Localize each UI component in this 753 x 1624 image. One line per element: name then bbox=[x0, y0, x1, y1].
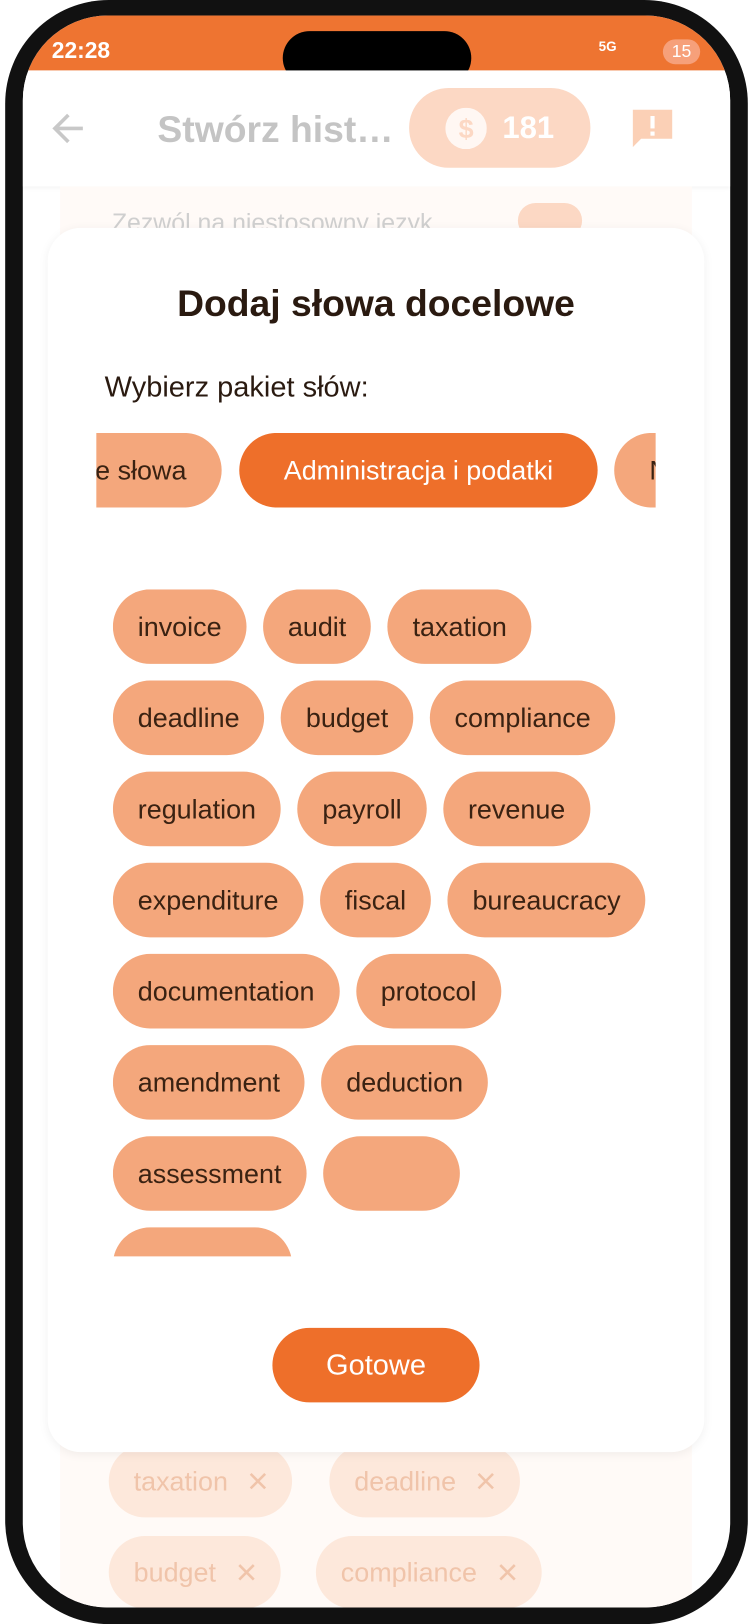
done-button[interactable]: Gotowe bbox=[272, 1327, 480, 1403]
report-icon[interactable] bbox=[631, 108, 675, 149]
remove-icon[interactable] bbox=[498, 1563, 517, 1582]
word-chip[interactable]: expenditure bbox=[112, 862, 304, 938]
word-chip[interactable]: regulation bbox=[112, 771, 281, 847]
word-chip[interactable]: assessment bbox=[112, 1136, 307, 1211]
word-chip[interactable]: payroll bbox=[297, 771, 427, 847]
remove-icon[interactable] bbox=[477, 1472, 496, 1491]
word-list: invoice audit taxation deadline budget compli… bbox=[112, 589, 654, 1257]
selected-word: deadline bbox=[354, 1465, 457, 1497]
word-chip[interactable]: budget bbox=[281, 680, 414, 756]
package-label: N bbox=[649, 454, 655, 486]
word-chip[interactable]: fiscal bbox=[319, 862, 432, 938]
time: 22:28 bbox=[51, 37, 111, 64]
package-chip[interactable]: N bbox=[614, 432, 656, 508]
top-bar: Stwórz hist… $ 181 bbox=[22, 70, 731, 187]
prompt: Wybierz pakiet słów: bbox=[104, 370, 369, 403]
selected-word: budget bbox=[133, 1556, 216, 1588]
word-chip[interactable]: protocol bbox=[355, 953, 502, 1029]
dialog-title: Dodaj słowa docelowe bbox=[177, 281, 575, 325]
word-chip[interactable]: documentation bbox=[112, 953, 340, 1029]
coin-count: 181 bbox=[502, 110, 555, 146]
word-chip[interactable]: taxation bbox=[387, 589, 532, 664]
word-chip[interactable]: deadline bbox=[112, 680, 265, 756]
word-chip-cut bbox=[112, 1227, 293, 1257]
package-label: e słowa bbox=[96, 454, 187, 486]
package-chip[interactable]: e słowa bbox=[96, 432, 222, 508]
back-icon[interactable] bbox=[50, 110, 87, 147]
word-chip[interactable]: compliance bbox=[429, 680, 616, 756]
word-chip[interactable]: invoice bbox=[112, 589, 247, 664]
coin-badge[interactable]: $ 181 bbox=[409, 88, 591, 168]
selected-word: compliance bbox=[340, 1556, 477, 1588]
selected-chip[interactable]: deadline bbox=[329, 1444, 521, 1518]
remove-icon[interactable] bbox=[237, 1563, 256, 1582]
word-chip[interactable]: bureaucracy bbox=[447, 862, 646, 938]
battery: 15 bbox=[662, 39, 701, 65]
package-label: Administracja i podatki bbox=[283, 454, 554, 486]
selected-word: taxation bbox=[133, 1465, 228, 1497]
status-bar: 22:28 5G 15 bbox=[22, 15, 731, 85]
word-chip[interactable]: amendment bbox=[112, 1045, 305, 1120]
word-chip[interactable]: revenue bbox=[443, 771, 591, 847]
header-title: Stwórz hist… bbox=[157, 107, 394, 151]
word-chip[interactable]: audit bbox=[263, 589, 372, 664]
package-chip[interactable]: Administracja i podatki bbox=[239, 432, 598, 508]
selected-chip[interactable]: taxation bbox=[108, 1444, 293, 1518]
word-chip-cut bbox=[322, 1136, 460, 1211]
coin-icon: $ bbox=[445, 107, 487, 150]
word-chip[interactable]: deduction bbox=[321, 1045, 488, 1120]
svg-text:$: $ bbox=[459, 114, 474, 144]
package-row: e słowa Administracja i podatki N bbox=[96, 432, 656, 508]
selected-chip[interactable]: budget bbox=[108, 1536, 281, 1608]
selected-chip[interactable]: compliance bbox=[315, 1536, 542, 1608]
network: 5G bbox=[598, 38, 617, 54]
remove-icon[interactable] bbox=[249, 1472, 268, 1491]
